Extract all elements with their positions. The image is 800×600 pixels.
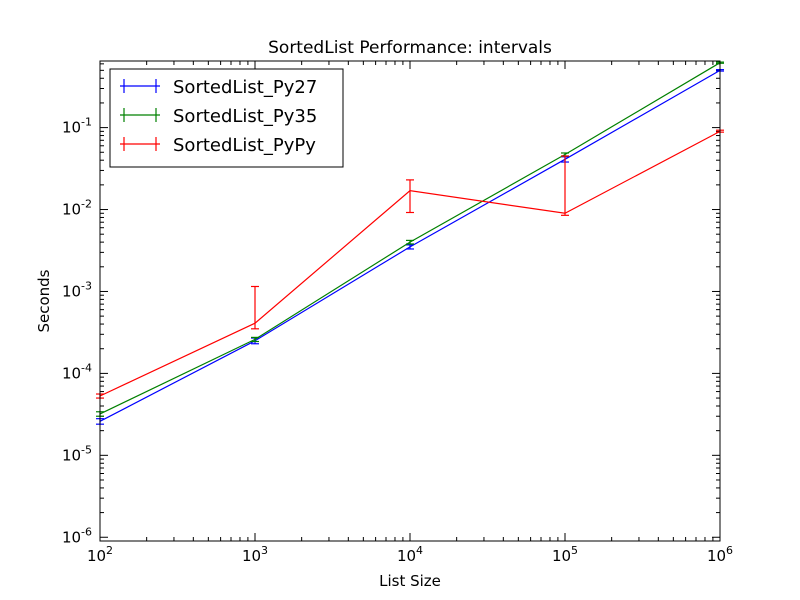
y-tick-label: 10-4 xyxy=(62,361,92,382)
y-tick-base: 10 xyxy=(62,364,81,382)
x-tick-label: 106 xyxy=(707,544,733,565)
x-axis-label: List Size xyxy=(379,572,441,590)
legend-label: SortedList_PyPy xyxy=(173,135,316,156)
x-tick-base: 10 xyxy=(87,547,106,565)
y-tick-label: 10-5 xyxy=(62,443,92,464)
legend-label: SortedList_Py27 xyxy=(173,77,317,98)
y-tick-label: 10-1 xyxy=(62,116,92,137)
x-tick-base: 10 xyxy=(707,547,726,565)
x-tick-label: 103 xyxy=(242,544,268,565)
y-tick-label: 10-6 xyxy=(62,525,92,546)
x-tick-exponent: 4 xyxy=(416,544,423,557)
y-tick-label: 10-2 xyxy=(62,198,92,219)
y-tick-exponent: -4 xyxy=(81,361,92,374)
x-tick-base: 10 xyxy=(552,547,571,565)
y-tick-base: 10 xyxy=(62,282,81,300)
x-tick-base: 10 xyxy=(242,547,261,565)
y-tick-base: 10 xyxy=(62,201,81,219)
y-tick-base: 10 xyxy=(62,119,81,137)
x-tick-exponent: 3 xyxy=(261,544,268,557)
x-tick-exponent: 2 xyxy=(106,544,113,557)
x-tick-label: 105 xyxy=(552,544,578,565)
legend-label: SortedList_Py35 xyxy=(173,106,317,127)
legend-box xyxy=(109,68,344,168)
y-tick-base: 10 xyxy=(62,446,81,464)
x-tick-exponent: 5 xyxy=(571,544,578,557)
y-tick-exponent: -5 xyxy=(81,443,92,456)
chart-title: SortedList Performance: intervals xyxy=(268,38,552,58)
plot-frame xyxy=(99,60,721,542)
y-tick-exponent: -3 xyxy=(81,279,92,292)
y-tick-exponent: -6 xyxy=(81,525,92,538)
x-tick-label: 104 xyxy=(397,544,423,565)
y-axis-label: Seconds xyxy=(35,269,53,332)
series-SortedList_PyPy xyxy=(96,129,724,399)
legend: SortedList_Py27 SortedList_Py35 SortedList… xyxy=(109,68,344,168)
y-tick-exponent: -1 xyxy=(81,116,92,129)
legend-item: SortedList_Py35 xyxy=(120,106,317,127)
y-tick-base: 10 xyxy=(62,528,81,546)
y-tick-label: 10-3 xyxy=(62,279,92,300)
legend-item: SortedList_Py27 xyxy=(120,77,317,98)
x-tick-exponent: 6 xyxy=(726,544,733,557)
legend-item: SortedList_PyPy xyxy=(120,135,316,156)
x-tick-base: 10 xyxy=(397,547,416,565)
y-tick-exponent: -2 xyxy=(81,198,92,211)
x-tick-label: 102 xyxy=(87,544,113,565)
